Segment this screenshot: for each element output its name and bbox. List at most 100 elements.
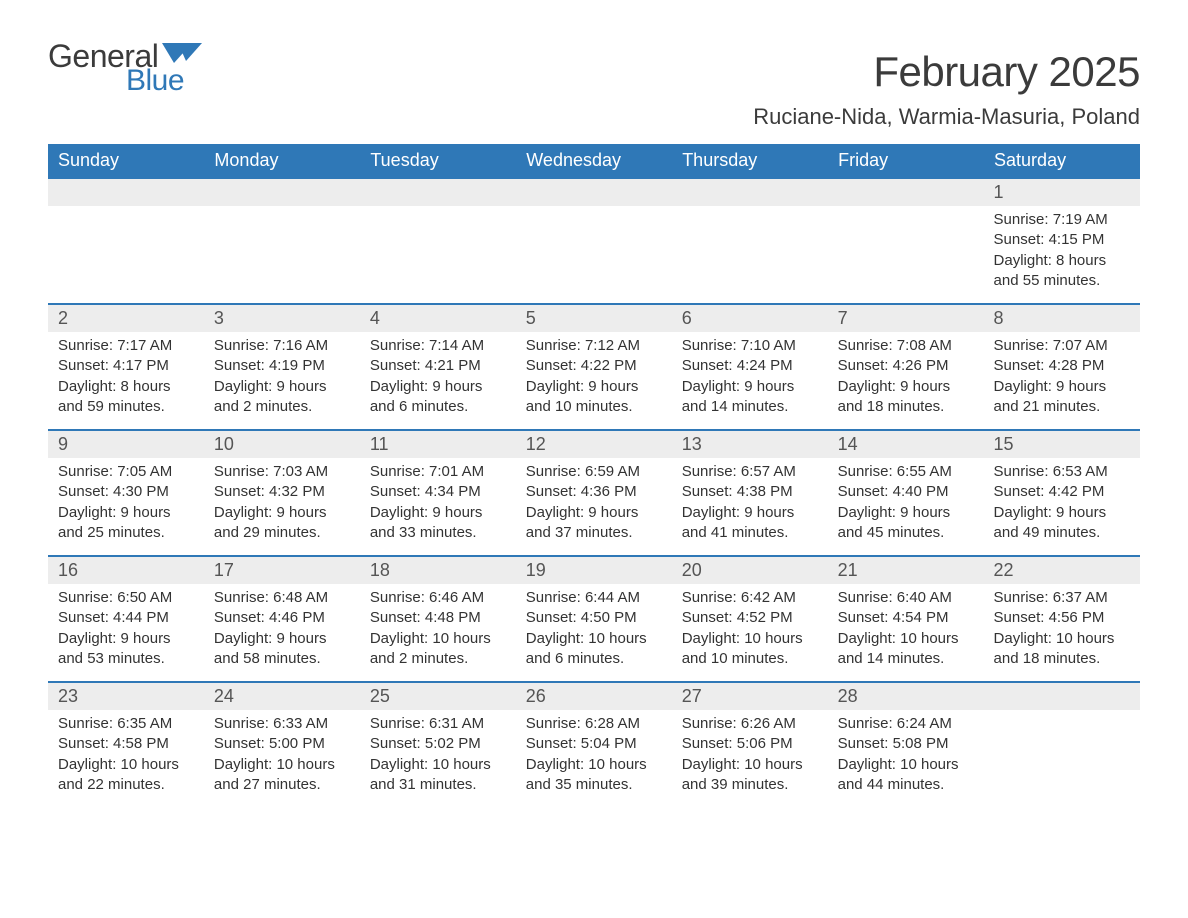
day-number: 11 (360, 429, 516, 458)
daylight-text: Daylight: 10 hours and 2 minutes. (370, 629, 506, 670)
calendar-cell: 27Sunrise: 6:26 AMSunset: 5:06 PMDayligh… (672, 681, 828, 807)
day-body: Sunrise: 6:44 AMSunset: 4:50 PMDaylight:… (516, 584, 672, 677)
daylight-text: Daylight: 10 hours and 10 minutes. (682, 629, 818, 670)
daylight-text: Daylight: 10 hours and 44 minutes. (838, 755, 974, 796)
logo: General Blue (48, 40, 202, 96)
col-saturday: Saturday (984, 144, 1140, 177)
sunset-text: Sunset: 5:00 PM (214, 734, 350, 754)
sunset-text: Sunset: 5:08 PM (838, 734, 974, 754)
calendar-cell: 28Sunrise: 6:24 AMSunset: 5:08 PMDayligh… (828, 681, 984, 807)
sunset-text: Sunset: 4:24 PM (682, 356, 818, 376)
calendar-cell: 5Sunrise: 7:12 AMSunset: 4:22 PMDaylight… (516, 303, 672, 429)
calendar-week-row: 1Sunrise: 7:19 AMSunset: 4:15 PMDaylight… (48, 177, 1140, 303)
calendar-week-row: 23Sunrise: 6:35 AMSunset: 4:58 PMDayligh… (48, 681, 1140, 807)
calendar-cell (204, 177, 360, 303)
calendar-cell (672, 177, 828, 303)
day-body: Sunrise: 6:40 AMSunset: 4:54 PMDaylight:… (828, 584, 984, 677)
daylight-text: Daylight: 9 hours and 10 minutes. (526, 377, 662, 418)
day-number: 17 (204, 555, 360, 584)
sunrise-text: Sunrise: 6:55 AM (838, 462, 974, 482)
daylight-text: Daylight: 8 hours and 55 minutes. (994, 251, 1130, 292)
day-number: 8 (984, 303, 1140, 332)
calendar-cell: 25Sunrise: 6:31 AMSunset: 5:02 PMDayligh… (360, 681, 516, 807)
sunset-text: Sunset: 4:15 PM (994, 230, 1130, 250)
calendar-cell: 24Sunrise: 6:33 AMSunset: 5:00 PMDayligh… (204, 681, 360, 807)
daylight-text: Daylight: 10 hours and 39 minutes. (682, 755, 818, 796)
calendar-cell: 6Sunrise: 7:10 AMSunset: 4:24 PMDaylight… (672, 303, 828, 429)
sunrise-text: Sunrise: 6:35 AM (58, 714, 194, 734)
sunset-text: Sunset: 4:40 PM (838, 482, 974, 502)
daylight-text: Daylight: 10 hours and 35 minutes. (526, 755, 662, 796)
sunrise-text: Sunrise: 6:50 AM (58, 588, 194, 608)
page-title: February 2025 (873, 48, 1140, 96)
col-wednesday: Wednesday (516, 144, 672, 177)
calendar-cell (828, 177, 984, 303)
day-number: 22 (984, 555, 1140, 584)
calendar-cell: 21Sunrise: 6:40 AMSunset: 4:54 PMDayligh… (828, 555, 984, 681)
daylight-text: Daylight: 9 hours and 58 minutes. (214, 629, 350, 670)
daylight-text: Daylight: 10 hours and 31 minutes. (370, 755, 506, 796)
sunset-text: Sunset: 4:44 PM (58, 608, 194, 628)
day-body: Sunrise: 6:59 AMSunset: 4:36 PMDaylight:… (516, 458, 672, 551)
day-number: 19 (516, 555, 672, 584)
sunrise-text: Sunrise: 6:53 AM (994, 462, 1130, 482)
day-number: 10 (204, 429, 360, 458)
calendar-cell: 14Sunrise: 6:55 AMSunset: 4:40 PMDayligh… (828, 429, 984, 555)
calendar-cell: 19Sunrise: 6:44 AMSunset: 4:50 PMDayligh… (516, 555, 672, 681)
sunrise-text: Sunrise: 6:48 AM (214, 588, 350, 608)
sunrise-text: Sunrise: 6:59 AM (526, 462, 662, 482)
day-number: 26 (516, 681, 672, 710)
sunrise-text: Sunrise: 6:37 AM (994, 588, 1130, 608)
daylight-text: Daylight: 9 hours and 2 minutes. (214, 377, 350, 418)
sunrise-text: Sunrise: 7:12 AM (526, 336, 662, 356)
daylight-text: Daylight: 9 hours and 33 minutes. (370, 503, 506, 544)
sunset-text: Sunset: 4:38 PM (682, 482, 818, 502)
day-body: Sunrise: 7:10 AMSunset: 4:24 PMDaylight:… (672, 332, 828, 425)
col-thursday: Thursday (672, 144, 828, 177)
day-body: Sunrise: 7:08 AMSunset: 4:26 PMDaylight:… (828, 332, 984, 425)
sunset-text: Sunset: 5:02 PM (370, 734, 506, 754)
calendar-week-row: 2Sunrise: 7:17 AMSunset: 4:17 PMDaylight… (48, 303, 1140, 429)
col-monday: Monday (204, 144, 360, 177)
sunrise-text: Sunrise: 6:57 AM (682, 462, 818, 482)
calendar-cell: 1Sunrise: 7:19 AMSunset: 4:15 PMDaylight… (984, 177, 1140, 303)
day-body: Sunrise: 7:14 AMSunset: 4:21 PMDaylight:… (360, 332, 516, 425)
sunset-text: Sunset: 4:19 PM (214, 356, 350, 376)
day-number: 27 (672, 681, 828, 710)
daylight-text: Daylight: 9 hours and 37 minutes. (526, 503, 662, 544)
calendar-cell: 22Sunrise: 6:37 AMSunset: 4:56 PMDayligh… (984, 555, 1140, 681)
daylight-text: Daylight: 9 hours and 6 minutes. (370, 377, 506, 418)
sunset-text: Sunset: 4:42 PM (994, 482, 1130, 502)
sunrise-text: Sunrise: 7:19 AM (994, 210, 1130, 230)
day-body: Sunrise: 7:03 AMSunset: 4:32 PMDaylight:… (204, 458, 360, 551)
calendar-cell: 17Sunrise: 6:48 AMSunset: 4:46 PMDayligh… (204, 555, 360, 681)
sunset-text: Sunset: 5:06 PM (682, 734, 818, 754)
calendar-cell: 18Sunrise: 6:46 AMSunset: 4:48 PMDayligh… (360, 555, 516, 681)
sunrise-text: Sunrise: 6:46 AM (370, 588, 506, 608)
empty-day (672, 177, 828, 206)
day-body: Sunrise: 6:50 AMSunset: 4:44 PMDaylight:… (48, 584, 204, 677)
sunrise-text: Sunrise: 6:40 AM (838, 588, 974, 608)
day-body: Sunrise: 7:07 AMSunset: 4:28 PMDaylight:… (984, 332, 1140, 425)
calendar-cell: 2Sunrise: 7:17 AMSunset: 4:17 PMDaylight… (48, 303, 204, 429)
daylight-text: Daylight: 10 hours and 27 minutes. (214, 755, 350, 796)
sunset-text: Sunset: 4:28 PM (994, 356, 1130, 376)
sunset-text: Sunset: 4:54 PM (838, 608, 974, 628)
calendar-week-row: 16Sunrise: 6:50 AMSunset: 4:44 PMDayligh… (48, 555, 1140, 681)
day-body: Sunrise: 6:37 AMSunset: 4:56 PMDaylight:… (984, 584, 1140, 677)
daylight-text: Daylight: 9 hours and 21 minutes. (994, 377, 1130, 418)
daylight-text: Daylight: 9 hours and 18 minutes. (838, 377, 974, 418)
day-number: 18 (360, 555, 516, 584)
empty-day (984, 681, 1140, 710)
sunrise-text: Sunrise: 6:42 AM (682, 588, 818, 608)
calendar-table: Sunday Monday Tuesday Wednesday Thursday… (48, 144, 1140, 807)
daylight-text: Daylight: 9 hours and 29 minutes. (214, 503, 350, 544)
day-body: Sunrise: 7:05 AMSunset: 4:30 PMDaylight:… (48, 458, 204, 551)
calendar-cell: 4Sunrise: 7:14 AMSunset: 4:21 PMDaylight… (360, 303, 516, 429)
daylight-text: Daylight: 9 hours and 25 minutes. (58, 503, 194, 544)
sunrise-text: Sunrise: 6:44 AM (526, 588, 662, 608)
day-body: Sunrise: 7:12 AMSunset: 4:22 PMDaylight:… (516, 332, 672, 425)
daylight-text: Daylight: 8 hours and 59 minutes. (58, 377, 194, 418)
page-subtitle: Ruciane-Nida, Warmia-Masuria, Poland (48, 104, 1140, 130)
day-body: Sunrise: 6:57 AMSunset: 4:38 PMDaylight:… (672, 458, 828, 551)
